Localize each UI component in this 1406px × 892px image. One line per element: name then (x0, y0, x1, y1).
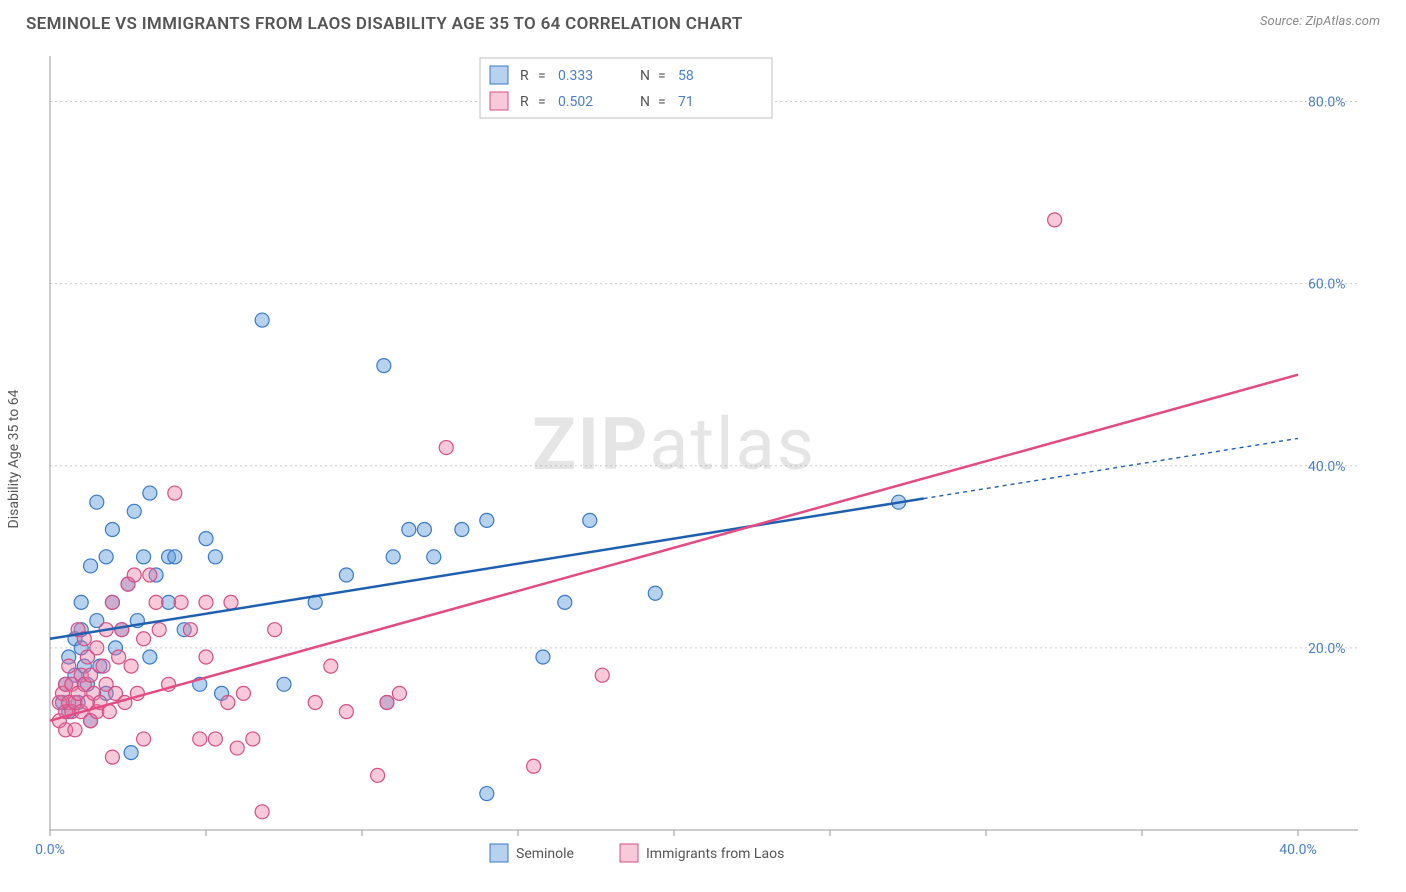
series-laos (52, 213, 1061, 819)
svg-text:58: 58 (678, 68, 694, 84)
legend-swatch-laos (620, 844, 638, 862)
svg-text:=: = (538, 68, 546, 84)
legend-label-seminole: Seminole (516, 846, 574, 862)
svg-text:80.0%: 80.0% (1308, 95, 1346, 111)
svg-text:R: R (520, 94, 529, 110)
watermark: ZIPatlas (532, 402, 816, 487)
svg-text:R: R (520, 68, 529, 84)
svg-text:=: = (658, 68, 666, 84)
svg-text:40.0%: 40.0% (1279, 842, 1317, 858)
chart-title: SEMINOLE VS IMMIGRANTS FROM LAOS DISABIL… (26, 14, 743, 34)
svg-text:0.333: 0.333 (558, 68, 593, 84)
svg-text:0.0%: 0.0% (35, 842, 65, 858)
scatter-chart: 20.0% 40.0% 60.0% 80.0% ZIPatlas 0.0% 40.0% R = 0… (20, 46, 1380, 872)
legend-label-laos: Immigrants from Laos (646, 846, 784, 862)
svg-text:N: N (640, 94, 650, 110)
source-credit: Source: ZipAtlas.com (1260, 14, 1380, 29)
svg-text:=: = (658, 94, 666, 110)
svg-text:60.0%: 60.0% (1308, 277, 1346, 293)
series-seminole (55, 313, 905, 801)
svg-text:N: N (640, 68, 650, 84)
legend-swatch-seminole (490, 844, 508, 862)
svg-text:20.0%: 20.0% (1308, 641, 1346, 657)
svg-text:=: = (538, 94, 546, 110)
y-axis-label: Disability Age 35 to 64 (6, 390, 22, 529)
svg-text:0.502: 0.502 (558, 94, 593, 110)
svg-text:40.0%: 40.0% (1308, 459, 1346, 475)
svg-text:71: 71 (678, 94, 694, 110)
